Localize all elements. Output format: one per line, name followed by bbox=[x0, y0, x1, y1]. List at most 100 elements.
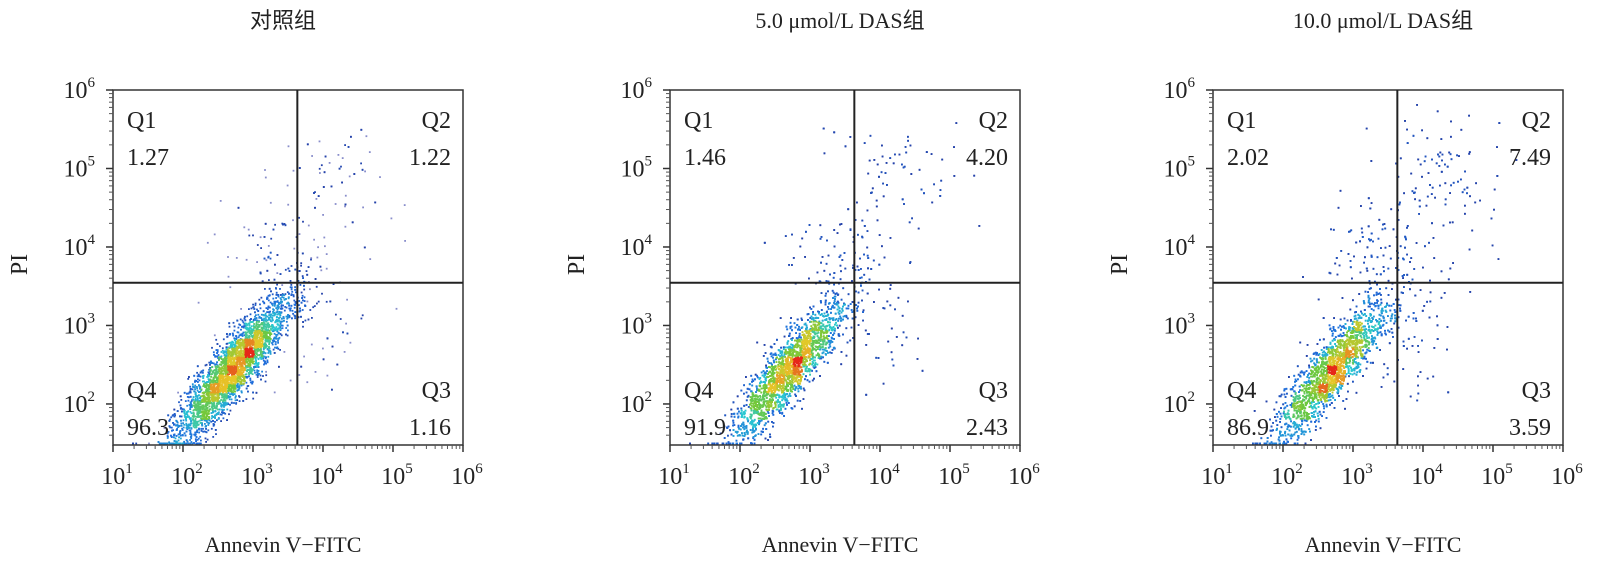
data-point bbox=[202, 427, 204, 430]
data-point bbox=[269, 306, 271, 309]
data-point bbox=[222, 391, 224, 393]
data-point bbox=[346, 332, 349, 335]
data-point bbox=[242, 331, 245, 334]
data-point bbox=[224, 373, 227, 375]
data-point bbox=[244, 319, 247, 322]
data-point bbox=[231, 382, 234, 385]
data-point bbox=[266, 340, 269, 342]
data-point bbox=[258, 330, 261, 333]
data-point bbox=[203, 415, 206, 418]
data-point bbox=[268, 346, 270, 348]
data-point bbox=[268, 347, 271, 350]
data-point bbox=[194, 431, 197, 434]
data-point bbox=[213, 372, 216, 375]
data-point bbox=[251, 373, 254, 375]
data-point bbox=[230, 362, 232, 365]
data-point bbox=[230, 343, 232, 346]
data-point bbox=[208, 398, 211, 400]
data-point bbox=[247, 359, 250, 362]
data-point bbox=[242, 343, 245, 346]
data-point bbox=[233, 346, 236, 349]
data-point bbox=[276, 306, 279, 309]
data-point bbox=[271, 302, 273, 305]
data-point bbox=[301, 294, 304, 297]
data-point bbox=[220, 405, 223, 408]
data-point bbox=[309, 309, 312, 311]
data-point bbox=[266, 336, 269, 338]
data-point bbox=[262, 327, 265, 330]
data-point bbox=[287, 267, 290, 270]
data-point bbox=[206, 409, 209, 412]
data-point bbox=[195, 408, 197, 411]
data-point bbox=[264, 334, 267, 336]
data-point bbox=[180, 407, 183, 410]
data-point bbox=[242, 382, 245, 385]
data-point bbox=[245, 328, 248, 331]
data-point bbox=[288, 293, 290, 295]
data-point bbox=[216, 383, 218, 386]
data-point bbox=[217, 371, 219, 374]
data-point bbox=[883, 307, 886, 310]
data-point bbox=[242, 371, 245, 373]
data-point bbox=[265, 338, 267, 341]
data-point bbox=[235, 350, 238, 353]
data-point bbox=[283, 294, 286, 297]
data-point bbox=[306, 273, 309, 276]
data-point bbox=[265, 328, 267, 331]
data-point bbox=[240, 328, 242, 331]
data-point bbox=[226, 376, 229, 379]
data-point bbox=[248, 349, 251, 352]
data-point bbox=[238, 343, 240, 346]
data-point bbox=[187, 378, 190, 380]
data-point bbox=[250, 325, 253, 328]
data-point bbox=[310, 343, 313, 346]
data-point bbox=[261, 319, 263, 321]
data-point bbox=[226, 379, 229, 382]
data-point bbox=[238, 352, 240, 355]
data-point bbox=[204, 364, 207, 367]
data-point bbox=[245, 366, 247, 369]
data-point bbox=[237, 368, 240, 371]
data-point bbox=[210, 369, 212, 372]
data-point bbox=[241, 372, 244, 374]
data-point bbox=[170, 436, 173, 438]
data-point bbox=[194, 434, 197, 437]
data-point bbox=[273, 332, 276, 335]
data-point bbox=[341, 157, 344, 159]
data-point bbox=[220, 361, 223, 363]
data-point bbox=[193, 400, 196, 403]
data-point bbox=[885, 162, 888, 164]
data-point bbox=[253, 363, 256, 365]
data-point bbox=[189, 390, 192, 393]
data-point bbox=[281, 284, 284, 286]
data-point bbox=[247, 322, 250, 325]
data-point bbox=[279, 288, 281, 290]
data-point bbox=[215, 407, 218, 410]
data-point bbox=[202, 430, 205, 433]
data-point bbox=[171, 414, 174, 417]
data-point bbox=[245, 398, 248, 400]
data-point bbox=[250, 352, 253, 354]
data-point bbox=[210, 412, 213, 414]
data-point bbox=[792, 257, 795, 259]
data-point bbox=[218, 368, 220, 371]
data-point bbox=[272, 228, 275, 231]
data-point bbox=[212, 390, 215, 393]
data-point bbox=[268, 311, 270, 314]
data-point bbox=[173, 434, 175, 437]
data-point bbox=[216, 376, 219, 379]
data-point bbox=[264, 337, 267, 339]
data-point bbox=[269, 353, 272, 355]
data-point bbox=[302, 299, 304, 302]
data-point bbox=[263, 325, 266, 328]
data-point bbox=[316, 256, 319, 259]
data-point bbox=[272, 297, 275, 300]
data-point bbox=[216, 343, 219, 345]
data-point bbox=[269, 310, 271, 313]
data-point bbox=[322, 347, 324, 350]
data-point bbox=[241, 319, 244, 322]
data-point bbox=[205, 409, 208, 412]
data-point bbox=[261, 341, 264, 344]
data-point bbox=[263, 330, 265, 333]
data-point bbox=[274, 341, 277, 343]
